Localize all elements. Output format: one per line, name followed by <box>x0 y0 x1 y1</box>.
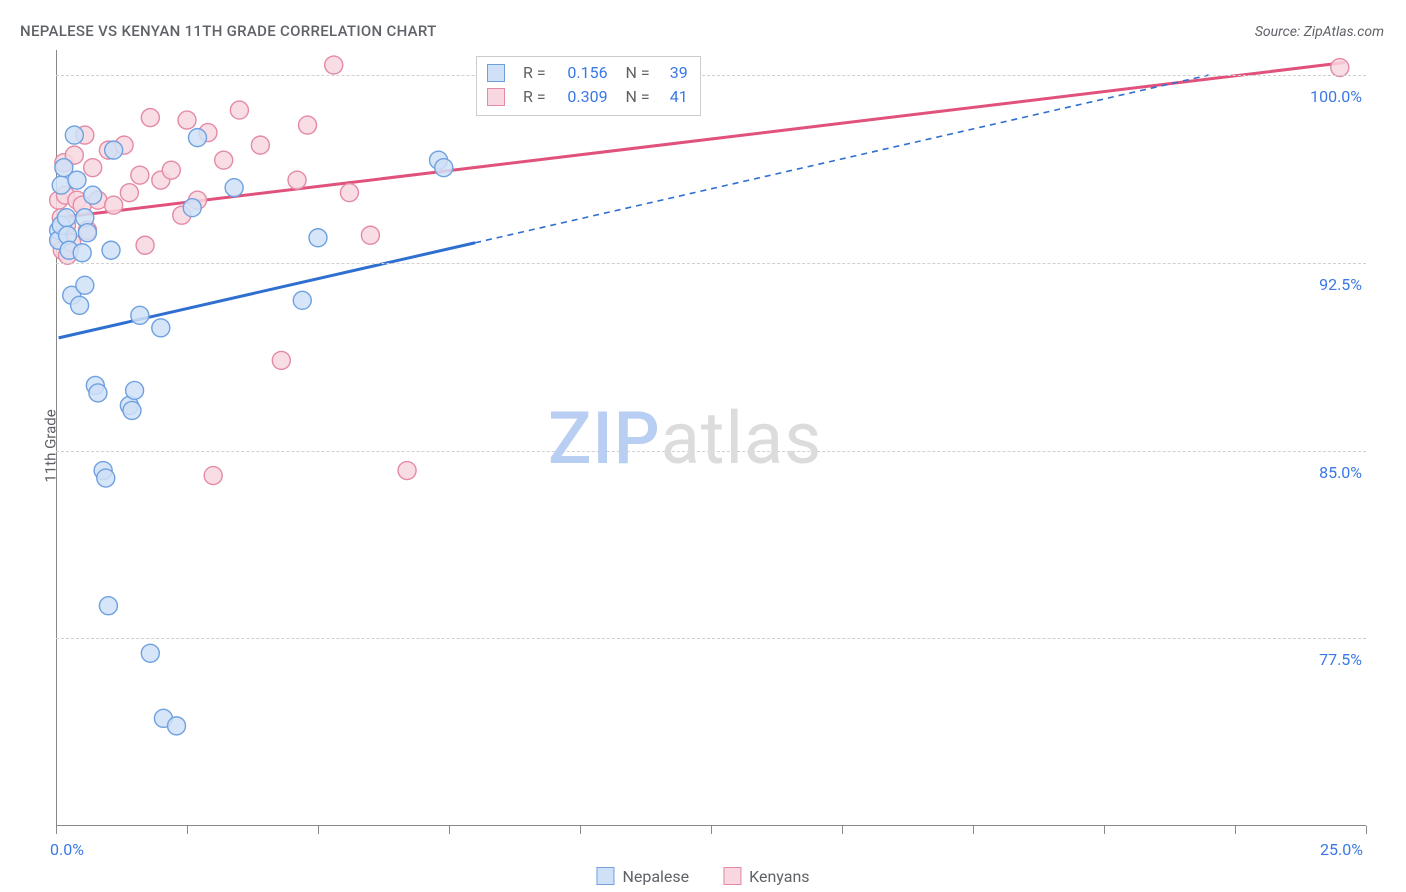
point-nepalese <box>57 209 75 227</box>
gridline <box>56 638 1366 639</box>
r-value-kenyans: 0.309 <box>556 85 608 109</box>
r-value-nepalese: 0.156 <box>556 61 608 85</box>
point-nepalese <box>309 229 327 247</box>
gridline <box>56 75 1366 76</box>
y-tick-label: 77.5% <box>1319 650 1362 669</box>
point-kenyans <box>299 116 317 134</box>
x-tick <box>449 826 450 834</box>
legend-label-nepalese: Nepalese <box>622 867 689 886</box>
point-kenyans <box>230 101 248 119</box>
y-tick-label: 92.5% <box>1319 275 1362 294</box>
n-label: N = <box>618 61 650 85</box>
point-kenyans <box>325 56 343 74</box>
legend-label-kenyans: Kenyans <box>749 867 809 886</box>
point-kenyans <box>84 159 102 177</box>
point-kenyans <box>131 166 149 184</box>
legend-item-kenyans: Kenyans <box>723 867 809 886</box>
gridline <box>56 263 1366 264</box>
plot-area: 77.5%85.0%92.5%100.0%0.0%25.0% <box>56 50 1366 826</box>
x-tick <box>711 826 712 834</box>
point-nepalese <box>73 244 91 262</box>
point-nepalese <box>141 644 159 662</box>
point-kenyans <box>162 161 180 179</box>
swatch-nepalese <box>596 867 614 885</box>
point-kenyans <box>120 184 138 202</box>
point-nepalese <box>99 597 117 615</box>
point-kenyans <box>251 136 269 154</box>
point-nepalese <box>76 276 94 294</box>
legend-item-nepalese: Nepalese <box>596 867 689 886</box>
point-kenyans <box>1331 59 1349 77</box>
point-kenyans <box>141 109 159 127</box>
x-tick <box>1235 826 1236 834</box>
point-nepalese <box>84 186 102 204</box>
n-value-nepalese: 39 <box>660 61 688 85</box>
point-kenyans <box>204 467 222 485</box>
point-nepalese <box>126 381 144 399</box>
point-nepalese <box>435 159 453 177</box>
source-label: Source: ZipAtlas.com <box>1255 24 1384 40</box>
point-kenyans <box>136 236 154 254</box>
n-value-kenyans: 41 <box>660 85 688 109</box>
swatch-nepalese <box>487 64 505 82</box>
x-tick <box>187 826 188 834</box>
correlation-legend: R = 0.156 N = 39 R = 0.309 N = 41 <box>476 56 701 116</box>
x-tick <box>56 826 57 834</box>
point-nepalese <box>168 717 186 735</box>
swatch-kenyans <box>723 867 741 885</box>
x-tick <box>842 826 843 834</box>
point-nepalese <box>183 199 201 217</box>
point-nepalese <box>102 241 120 259</box>
point-kenyans <box>340 184 358 202</box>
point-nepalese <box>71 296 89 314</box>
legend-row-nepalese: R = 0.156 N = 39 <box>487 61 688 85</box>
x-tick <box>318 826 319 834</box>
r-label: R = <box>523 61 546 85</box>
point-nepalese <box>293 291 311 309</box>
chart-title: NEPALESE VS KENYAN 11TH GRADE CORRELATIO… <box>20 22 437 40</box>
swatch-kenyans <box>487 88 505 106</box>
y-tick-label: 100.0% <box>1310 87 1362 106</box>
point-nepalese <box>78 224 96 242</box>
x-tick-label: 0.0% <box>50 840 84 859</box>
x-tick <box>580 826 581 834</box>
point-nepalese <box>68 171 86 189</box>
n-label: N = <box>618 85 650 109</box>
legend-row-kenyans: R = 0.309 N = 41 <box>487 85 688 109</box>
x-tick <box>1104 826 1105 834</box>
point-nepalese <box>225 179 243 197</box>
point-kenyans <box>288 171 306 189</box>
point-nepalese <box>89 384 107 402</box>
point-nepalese <box>131 306 149 324</box>
x-tick <box>1366 826 1367 834</box>
x-tick <box>973 826 974 834</box>
point-kenyans <box>105 196 123 214</box>
point-nepalese <box>188 129 206 147</box>
series-legend: Nepalese Kenyans <box>596 867 809 886</box>
scatter-points-layer <box>56 50 1366 826</box>
point-nepalese <box>152 319 170 337</box>
x-tick-label: 25.0% <box>1320 840 1363 859</box>
r-label: R = <box>523 85 546 109</box>
point-kenyans <box>361 226 379 244</box>
point-kenyans <box>178 111 196 129</box>
point-kenyans <box>398 462 416 480</box>
point-nepalese <box>105 141 123 159</box>
point-nepalese <box>65 126 83 144</box>
point-kenyans <box>272 351 290 369</box>
gridline <box>56 451 1366 452</box>
point-nepalese <box>97 469 115 487</box>
point-nepalese <box>123 401 141 419</box>
y-tick-label: 85.0% <box>1319 463 1362 482</box>
point-kenyans <box>215 151 233 169</box>
